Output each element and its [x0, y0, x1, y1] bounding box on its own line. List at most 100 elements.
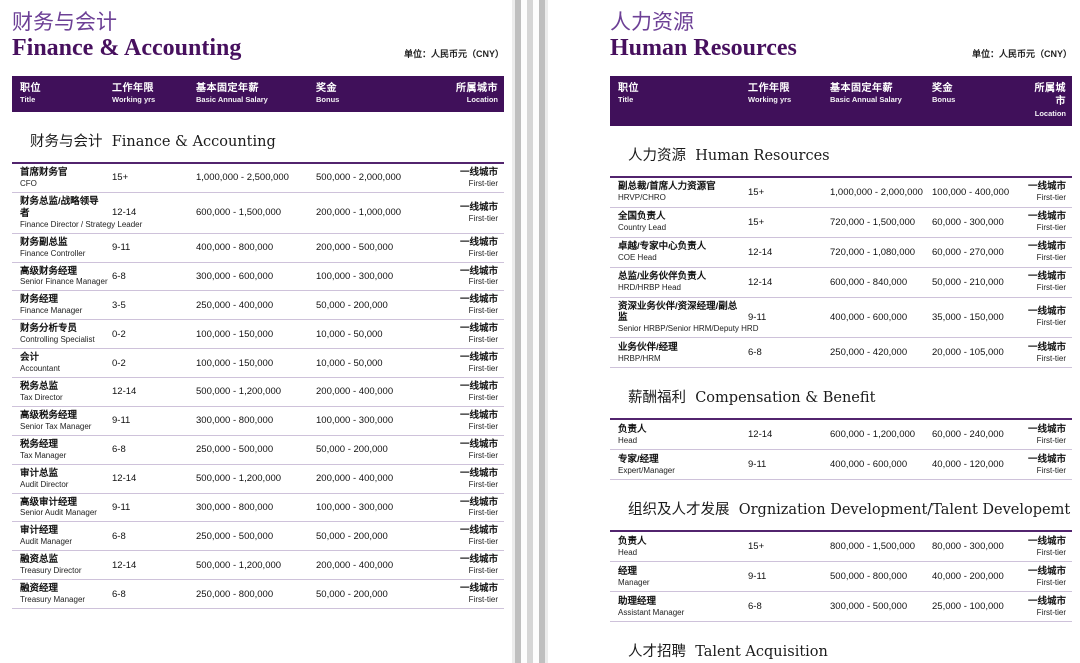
location-zh: 一线城市 — [1027, 306, 1066, 318]
column-header-zh: 奖金 — [932, 82, 953, 94]
location-cell: 一线城市 First-tier — [1022, 563, 1072, 591]
column-header-cell: 奖金 Bonus — [312, 76, 408, 112]
working-years-cell: 6-8 — [112, 270, 126, 282]
page-title-en: Human Resources — [610, 35, 797, 62]
location-en: First-tier — [468, 248, 498, 258]
location-cell: 一线城市 First-tier — [1022, 421, 1072, 449]
column-header-zh: 职位 — [20, 82, 41, 94]
column-header-cell: 职位 Title — [12, 76, 108, 112]
location-en: First-tier — [468, 178, 498, 188]
position-title-cell: 负责人 Head — [610, 533, 744, 561]
bonus-cell: 500,000 - 2,000,000 — [316, 172, 402, 184]
table-row: 会计 Accountant 0-2 100,000 - 150,000 10,0… — [12, 349, 504, 379]
working-years-cell: 6-8 — [112, 530, 126, 542]
working-years-cell: 12-14 — [112, 207, 137, 219]
bonus-cell: 40,000 - 120,000 — [932, 459, 1004, 471]
location-zh: 一线城市 — [459, 167, 498, 179]
column-header-cell: 职位 Title — [610, 76, 744, 126]
salary-cell: 400,000 - 800,000 — [196, 242, 274, 254]
position-title-en: Country Lead — [618, 222, 667, 232]
location-en: First-tier — [468, 537, 498, 547]
section-rows: 负责人 Head 15+ 800,000 - 1,500,000 80,000 … — [610, 530, 1072, 623]
location-zh: 一线城市 — [1027, 453, 1066, 465]
position-title-en: Manager — [618, 577, 650, 587]
table-section: 人力资源 Human Resources 副总裁/首席人力资源官 HRVP/CH… — [610, 144, 1072, 369]
page-header: 财务与会计 Finance & Accounting 单位：人民币元（CNY） — [12, 10, 504, 63]
bonus-cell: 20,000 - 105,000 — [932, 347, 1004, 359]
position-title-en: Tax Manager — [20, 450, 67, 460]
location-zh: 一线城市 — [459, 583, 498, 595]
working-years-cell: 6-8 — [112, 588, 126, 600]
position-title-zh: 财务总监/战略领导者 — [20, 195, 99, 219]
position-title-en: COE Head — [618, 252, 657, 262]
location-zh: 一线城市 — [459, 294, 498, 306]
table-section: 组织及人才发展 Orgnization Development/Talent D… — [610, 498, 1072, 623]
salary-cell: 400,000 - 600,000 — [830, 311, 908, 323]
section-heading: 人才招聘 Talent Acquisition — [628, 644, 828, 661]
column-header-cell: 所属城市 Location — [408, 76, 504, 112]
working-years-cell: 12-14 — [748, 246, 773, 258]
position-title-en: Accountant — [20, 364, 61, 374]
position-title-cell: 助理经理 Assistant Manager — [610, 593, 744, 621]
location-zh: 一线城市 — [1027, 181, 1066, 193]
position-title-zh: 卓越/专家中心负责人 — [618, 241, 707, 253]
salary-cell: 720,000 - 1,500,000 — [830, 216, 916, 228]
location-en: First-tier — [468, 335, 498, 345]
table-row: 专家/经理 Expert/Manager 9-11 400,000 - 600,… — [610, 450, 1072, 481]
column-header-zh: 所属城市 — [456, 82, 498, 94]
table-row: 资深业务伙伴/资深经理/副总监 Senior HRBP/Senior HRM/D… — [610, 298, 1072, 339]
salary-cell: 600,000 - 1,500,000 — [196, 207, 282, 219]
location-en: First-tier — [1036, 607, 1066, 617]
location-en: First-tier — [1036, 547, 1066, 557]
page-human-resources: 人力资源 Human Resources 单位：人民币元（CNY） 职位 Tit… — [548, 0, 1080, 663]
position-title-cell: 审计经理 Audit Manager — [12, 522, 108, 550]
location-cell: 一线城市 First-tier — [1022, 451, 1072, 479]
position-title-zh: 助理经理 — [618, 595, 657, 607]
position-title-en: Senior Finance Manager — [20, 277, 108, 287]
position-title-zh: 会计 — [20, 352, 40, 364]
location-en: First-tier — [468, 479, 498, 489]
position-title-zh: 业务伙伴/经理 — [618, 341, 678, 353]
position-title-cell: 卓越/专家中心负责人 COE Head — [610, 238, 744, 266]
working-years-cell: 9-11 — [112, 501, 131, 513]
working-years-cell: 15+ — [112, 172, 129, 184]
table-sections: 财务与会计 Finance & Accounting 首席财务官 CFO 15+… — [12, 130, 504, 610]
position-title-zh: 全国负责人 — [618, 211, 666, 223]
bonus-cell: 200,000 - 1,000,000 — [316, 207, 402, 219]
column-header-cell: 基本固定年薪 Basic Annual Salary — [826, 76, 928, 126]
location-zh: 一线城市 — [459, 381, 498, 393]
location-zh: 一线城市 — [1027, 211, 1066, 223]
position-title-en: Audit Manager — [20, 537, 73, 547]
working-years-cell: 15+ — [748, 186, 765, 198]
location-cell: 一线城市 First-tier — [1022, 339, 1072, 367]
location-cell: 一线城市 First-tier — [1022, 268, 1072, 296]
position-title-cell: 经理 Manager — [610, 563, 744, 591]
position-title-zh: 融资经理 — [20, 583, 59, 595]
location-cell: 一线城市 First-tier — [408, 407, 504, 435]
location-cell: 一线城市 First-tier — [408, 234, 504, 262]
position-title-cell: 税务经理 Tax Manager — [12, 436, 108, 464]
location-en: First-tier — [1036, 222, 1066, 232]
position-title-cell: 专家/经理 Expert/Manager — [610, 451, 744, 479]
position-title-en: Treasury Manager — [20, 595, 86, 605]
table-row: 卓越/专家中心负责人 COE Head 12-14 720,000 - 1,08… — [610, 238, 1072, 268]
table-row: 首席财务官 CFO 15+ 1,000,000 - 2,500,000 500,… — [12, 164, 504, 193]
column-header-cell: 工作年限 Working yrs — [108, 76, 192, 112]
column-header-cell: 工作年限 Working yrs — [744, 76, 826, 126]
location-zh: 一线城市 — [459, 409, 498, 421]
location-zh: 一线城市 — [459, 467, 498, 479]
bonus-cell: 50,000 - 200,000 — [316, 588, 388, 600]
position-title-en: Head — [618, 547, 638, 557]
location-en: First-tier — [468, 392, 498, 402]
page-title-zh: 财务与会计 — [12, 10, 117, 34]
page-title-block: 财务与会计 Finance & Accounting — [12, 10, 241, 63]
column-header-zh: 基本固定年薪 — [196, 82, 259, 94]
position-title-cell: 审计总监 Audit Director — [12, 465, 108, 493]
location-en: First-tier — [1036, 282, 1066, 292]
bonus-cell: 80,000 - 300,000 — [932, 541, 1004, 553]
bonus-cell: 40,000 - 200,000 — [932, 571, 1004, 583]
location-cell: 一线城市 First-tier — [408, 494, 504, 522]
salary-cell: 250,000 - 420,000 — [830, 347, 908, 359]
section-rows: 副总裁/首席人力资源官 HRVP/CHRO 15+ 1,000,000 - 2,… — [610, 175, 1072, 369]
salary-cell: 250,000 - 400,000 — [196, 299, 274, 311]
